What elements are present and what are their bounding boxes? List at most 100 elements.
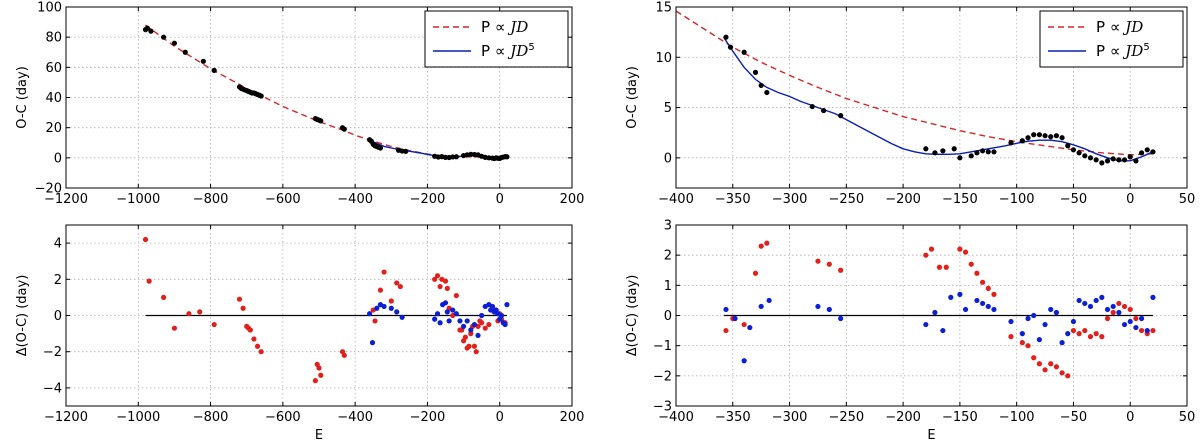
residual-point-red <box>764 240 770 246</box>
residual-point-blue <box>1099 294 1105 300</box>
residual-point-blue <box>732 315 738 322</box>
residual-point-blue <box>446 318 452 324</box>
residual-point-blue <box>723 306 729 313</box>
x-tick-label: −400 <box>658 410 694 425</box>
residual-point-blue <box>1093 297 1099 304</box>
residual-point-red <box>974 270 980 276</box>
x-tick-label: −1000 <box>116 192 160 207</box>
residual-point-red <box>928 246 935 252</box>
residual-point-blue <box>1150 294 1156 300</box>
residual-point-blue <box>1082 300 1088 307</box>
residual-point-red <box>985 285 991 291</box>
residual-point-blue <box>1144 327 1150 334</box>
data-point <box>1110 156 1116 162</box>
residual-point-red <box>312 378 318 384</box>
residual-point-red <box>479 320 485 326</box>
residual-point-red <box>980 279 986 285</box>
residual-point-blue <box>815 303 821 310</box>
residual-point-red <box>991 291 997 297</box>
legend-label: P ∝ JD <box>481 18 528 36</box>
residual-point-red <box>258 349 264 355</box>
x-tick-label: −150 <box>942 192 978 207</box>
y-tick-label: 15 <box>655 1 672 16</box>
residual-point-blue <box>1019 331 1025 337</box>
residual-point-blue <box>838 315 844 322</box>
residual-point-red <box>1116 300 1122 307</box>
residual-point-blue <box>962 306 969 313</box>
legend-prefix: P ∝ <box>1096 42 1125 60</box>
x-tick-label: −600 <box>265 192 301 207</box>
x-tick-label: 200 <box>560 410 585 425</box>
y-tick-label: 0 <box>664 309 672 324</box>
residual-point-blue <box>444 309 450 315</box>
x-tick-label: −800 <box>193 410 229 425</box>
residual-point-red <box>444 285 450 291</box>
data-point <box>723 34 729 40</box>
data-point <box>144 25 150 31</box>
residual-point-blue <box>464 318 470 324</box>
x-tick-label: −250 <box>828 410 864 425</box>
residual-point-red <box>432 276 438 282</box>
residual-point-red <box>247 327 253 333</box>
y-tick-label: 0 <box>54 151 62 166</box>
residual-point-blue <box>985 303 991 310</box>
residual-point-red <box>1019 340 1025 346</box>
fit-line-quintic <box>723 36 1154 162</box>
data-point <box>1019 138 1025 144</box>
residual-point-blue <box>980 300 986 307</box>
residual-point-blue <box>957 291 963 297</box>
x-tick-label: −300 <box>772 192 808 207</box>
data-point <box>258 93 264 99</box>
data-point <box>1093 157 1099 163</box>
legend: P ∝ JD P ∝ JD5 <box>424 10 569 68</box>
data-point <box>991 149 997 155</box>
residual-point-blue <box>498 312 505 319</box>
residual-point-blue <box>399 314 405 320</box>
data-point <box>1144 147 1150 153</box>
residual-point-blue <box>434 311 441 317</box>
residual-point-blue <box>1133 324 1139 331</box>
residual-point-blue <box>437 320 443 326</box>
data-point <box>758 82 764 89</box>
residual-point-red <box>251 336 257 342</box>
legend-prefix: P ∝ <box>481 42 510 60</box>
residual-point-red <box>1048 361 1054 367</box>
data-point <box>1133 158 1139 164</box>
residual-point-red <box>826 261 832 267</box>
y-tick-label: 40 <box>45 91 62 106</box>
panel-bottom-left: −1200 −1000 −800 −600 −400 −200 0 200 −4 −2 0 2 4 Δ(O… <box>15 224 585 443</box>
residual-point-red <box>1031 355 1037 361</box>
panel-top-left: −1200 −1000 −800 −600 −400 −200 0 200−200204060… <box>15 1 584 208</box>
x-axis-label: E <box>927 428 935 443</box>
y-axis-label: Δ(O-C) (day) <box>625 275 640 357</box>
residual-point-red <box>1065 373 1071 379</box>
legend-label: P ∝ JD <box>1096 18 1143 36</box>
x-tick-label: −300 <box>772 410 808 425</box>
residual-point-blue <box>1025 315 1031 322</box>
residual-point-blue <box>1127 318 1133 325</box>
residual-point-red <box>1138 327 1145 334</box>
y-tick-label: 2 <box>54 273 62 288</box>
residual-point-red <box>318 372 324 378</box>
legend-superscript: 5 <box>528 42 534 53</box>
residual-point-red <box>473 349 479 355</box>
residual-point-red <box>1025 343 1031 349</box>
residual-point-blue <box>1138 315 1145 322</box>
residual-point-red <box>160 294 167 300</box>
residual-point-blue <box>747 324 753 331</box>
legend-label: P ∝ JD5 <box>481 42 535 60</box>
y-axis-label: O-C (day) <box>15 66 30 129</box>
x-tick-label: 50 <box>1179 410 1196 425</box>
residual-point-blue <box>974 297 980 304</box>
panel-top-right: −400 −350 −300 −250 −200 −150 −100 −50 0 50 0 5 10 15… <box>625 1 1195 208</box>
x-tick-label: −400 <box>337 192 373 207</box>
legend-box <box>424 10 569 68</box>
x-tick-label: −200 <box>410 410 446 425</box>
x-tick-label: −350 <box>715 410 751 425</box>
residual-point-red <box>957 246 963 252</box>
residual-point-red <box>486 321 492 328</box>
y-tick-label: −2 <box>43 345 62 360</box>
data-point <box>741 49 747 55</box>
residual-point-blue <box>948 294 954 300</box>
y-tick-label: 60 <box>45 61 62 76</box>
